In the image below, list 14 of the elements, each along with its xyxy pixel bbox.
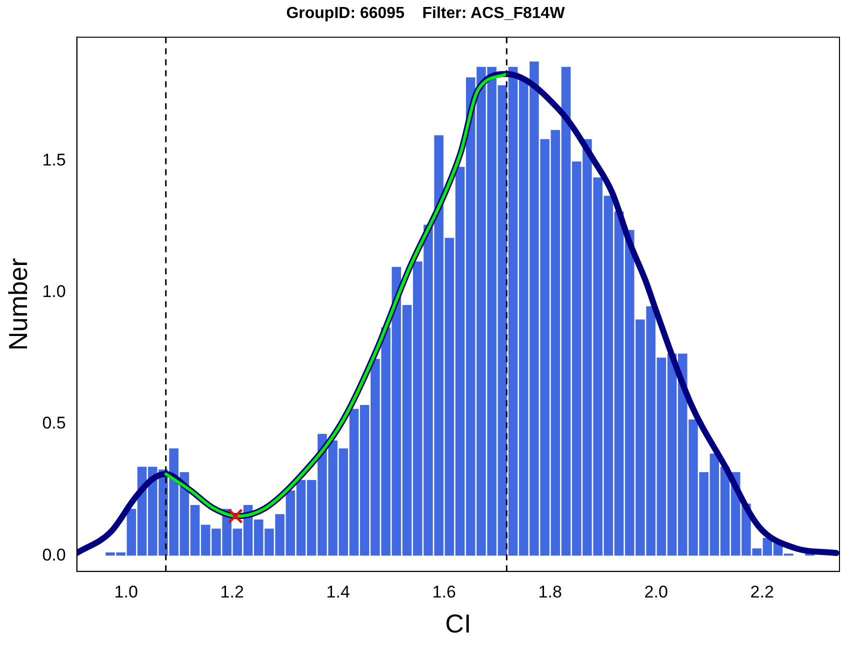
x-tick-label: 1.0 xyxy=(114,582,138,602)
x-tick-label: 2.2 xyxy=(750,582,774,602)
y-tick-label: 1.0 xyxy=(42,282,66,302)
y-axis-title: Number xyxy=(2,258,33,351)
y-tick-label: 0.0 xyxy=(42,545,66,564)
x-tick-label: 1.8 xyxy=(538,582,562,602)
chart-title: GroupID: 66095 Filter: ACS_F814W xyxy=(286,5,566,22)
x-tick-label: 2.0 xyxy=(644,582,668,602)
x-tick-label: 1.6 xyxy=(432,582,456,602)
y-tick-label: 1.5 xyxy=(42,150,66,170)
x-tick-label: 1.2 xyxy=(220,582,244,602)
y-tick-label: 0.5 xyxy=(42,414,66,433)
x-axis-title: CI xyxy=(445,608,472,639)
x-tick-label: 1.4 xyxy=(326,582,350,602)
